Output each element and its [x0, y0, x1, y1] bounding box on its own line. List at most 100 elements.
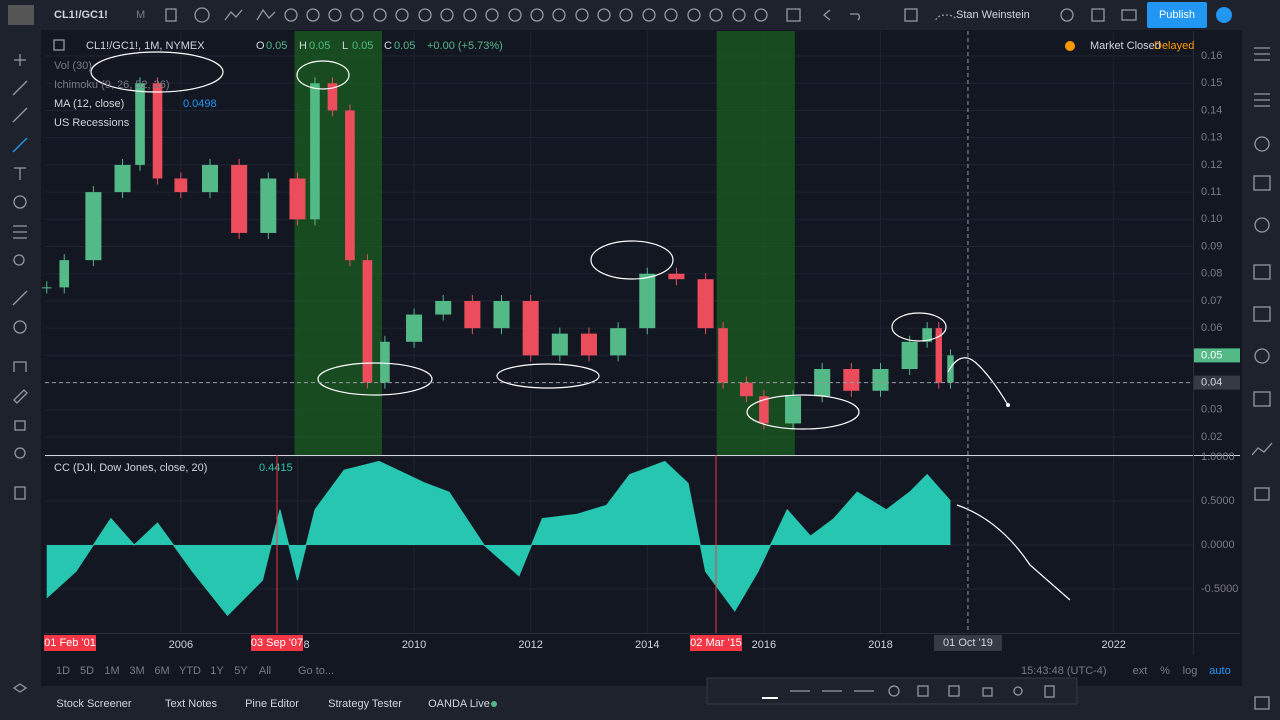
candle: [114, 164, 131, 193]
candle: [406, 314, 423, 342]
candle: [551, 333, 568, 356]
date-marker: 01 Feb '01: [44, 637, 96, 649]
publish-button[interactable]: [1147, 2, 1207, 28]
candle: [697, 279, 714, 329]
symbol[interactable]: CL1!/GC1!: [54, 9, 108, 21]
range-button[interactable]: 1Y: [210, 665, 224, 677]
candle: [785, 396, 802, 424]
ohlc-value: 0.05: [394, 40, 415, 52]
price-tick-label: 0.03: [1201, 404, 1222, 416]
indicator-name: Ichimoku (9, 26, 52, 26): [54, 79, 170, 91]
candle: [759, 396, 769, 424]
ohlc-label: L: [342, 40, 348, 52]
candle: [289, 178, 306, 220]
range-button[interactable]: 3M: [129, 665, 144, 677]
date-marker-box: [251, 635, 303, 651]
crosshair-price: 0.04: [1201, 377, 1222, 389]
candle: [310, 83, 320, 220]
range-button[interactable]: YTD: [179, 665, 201, 677]
clock: 15:43:48 (UTC-4): [1021, 665, 1107, 677]
range-button[interactable]: 1D: [56, 665, 70, 677]
range-button[interactable]: 6M: [154, 665, 169, 677]
ohlc-value: 0.05: [266, 40, 287, 52]
candle: [935, 328, 943, 383]
price-tick-label: 0.02: [1201, 431, 1222, 443]
candle: [152, 83, 163, 179]
candle: [362, 260, 373, 383]
range-button[interactable]: All: [259, 665, 271, 677]
market-status: Market Closed: [1090, 40, 1161, 52]
hand-drawings: [90, 51, 1071, 601]
candle: [231, 164, 248, 233]
drawing-tools[interactable]: [12, 54, 28, 693]
candle: [610, 328, 627, 356]
indicator-name: US Recessions: [54, 117, 130, 129]
candle: [327, 83, 338, 111]
avatar[interactable]: [8, 5, 34, 25]
axis-option[interactable]: ext: [1133, 665, 1148, 677]
ohlc-label: H: [299, 40, 307, 52]
crosshair-date: 01 Oct '19: [943, 637, 993, 649]
bottom-tab[interactable]: Stock Screener: [56, 698, 132, 710]
date-marker-box: [44, 635, 96, 651]
toolbar-icons: [165, 7, 1137, 23]
cc-tick-label: 0.0000: [1201, 539, 1235, 551]
price-tick-label: 0.08: [1201, 268, 1222, 280]
replay-button[interactable]: [1216, 7, 1232, 23]
ohlc-value: 0.05: [352, 40, 373, 52]
sidebar-icons[interactable]: [1251, 47, 1273, 710]
top-toolbar: [0, 0, 1280, 30]
candle: [59, 260, 70, 288]
candle: [174, 178, 188, 193]
last-price-label: 0.05: [1201, 349, 1222, 361]
axis-option[interactable]: log: [1183, 665, 1198, 677]
range-button[interactable]: 5D: [80, 665, 94, 677]
candle: [135, 83, 145, 165]
cc-line: [46, 460, 951, 617]
change: +0.00 (+5.73%): [427, 40, 503, 52]
pane-controls[interactable]: [53, 39, 65, 51]
date-marker: 03 Sep '07: [251, 637, 303, 649]
feed-status: Delayed: [1154, 40, 1194, 52]
ohlc-label: C: [384, 40, 392, 52]
interval[interactable]: M: [136, 9, 145, 21]
bottom-tab[interactable]: Text Notes: [165, 698, 217, 710]
bottom-tab[interactable]: OANDA Live: [428, 698, 490, 710]
axis-option[interactable]: %: [1160, 665, 1170, 677]
range-button[interactable]: 5Y: [234, 665, 248, 677]
price-tick-label: 0.10: [1201, 213, 1222, 225]
candle: [668, 273, 685, 280]
layout-name[interactable]: Stan Weinstein: [956, 9, 1030, 21]
publish-label[interactable]: Publish: [1159, 9, 1195, 21]
candle: [739, 382, 753, 397]
crosshair-date-box: [933, 635, 1002, 651]
price-tick-label: 0.15: [1201, 77, 1222, 89]
right-sidebar: [1242, 0, 1280, 720]
last-price-box: [1194, 348, 1240, 363]
candle: [522, 300, 539, 356]
goto[interactable]: Go to...: [298, 665, 334, 677]
drawing-toolbar[interactable]: [706, 677, 1078, 705]
left-toolbar: [0, 30, 41, 720]
axis-option[interactable]: auto: [1209, 665, 1230, 677]
ohlc-value: 0.05: [309, 40, 330, 52]
cc-tick-label: 0.5000: [1201, 495, 1235, 507]
plot-marks: [41, 77, 954, 617]
bottom-tab[interactable]: Strategy Tester: [328, 698, 402, 710]
price-tick-label: 0.06: [1201, 322, 1222, 334]
bottom-tab[interactable]: Pine Editor: [245, 698, 299, 710]
candle: [718, 328, 728, 383]
time-tick-label: 2010: [402, 639, 426, 651]
candle: [922, 328, 932, 342]
recession-band: [716, 31, 795, 455]
time-tick-label: 2022: [1101, 639, 1125, 651]
price-tick-label: 0.12: [1201, 159, 1222, 171]
candle: [435, 300, 452, 315]
range-button[interactable]: 1M: [104, 665, 119, 677]
candle: [947, 355, 954, 383]
candle: [260, 178, 277, 233]
ohlc-label: O: [256, 40, 265, 52]
time-tick-label: 2006: [169, 639, 193, 651]
price-tick-label: 0.13: [1201, 132, 1222, 144]
